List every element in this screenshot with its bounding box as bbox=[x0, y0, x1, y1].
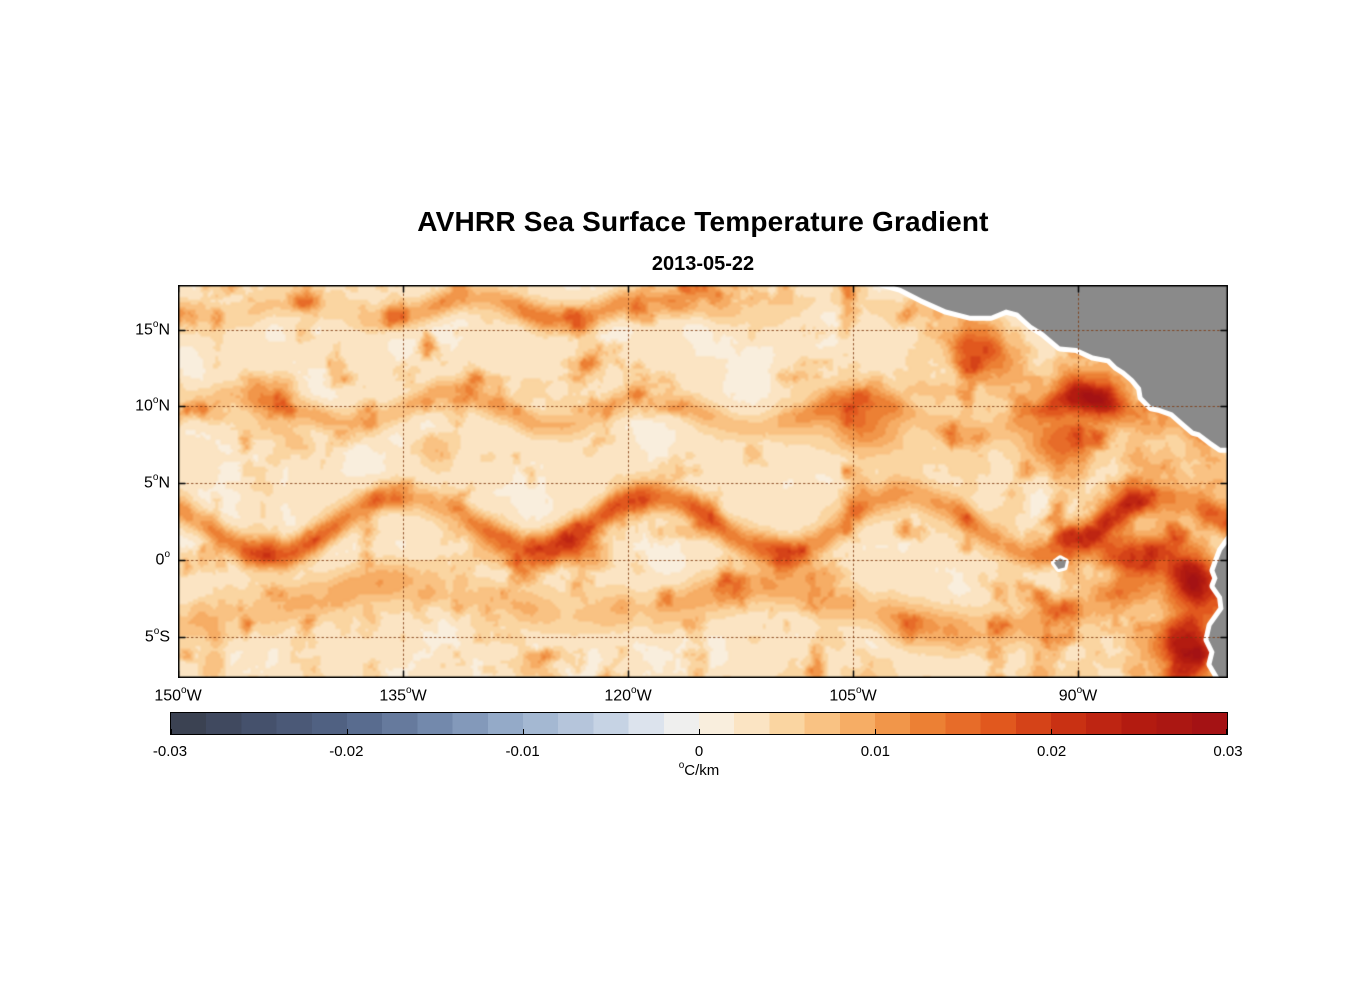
colorbar-tick-label: 0 bbox=[694, 743, 704, 760]
colorbar-tick bbox=[523, 729, 524, 734]
colorbar-tick-label: 0.03 bbox=[1213, 743, 1243, 760]
colorbar bbox=[170, 712, 1228, 735]
colorbar-tick bbox=[1226, 729, 1227, 734]
colorbar-tick bbox=[699, 729, 700, 734]
degree-symbol: o bbox=[678, 760, 685, 771]
x-tick-label: 105oW bbox=[829, 685, 877, 705]
colorbar-tick bbox=[171, 729, 172, 734]
colorbar-tick bbox=[347, 729, 348, 734]
chart-subtitle: 2013-05-22 bbox=[651, 253, 755, 275]
y-tick-label: 10oN bbox=[135, 395, 170, 415]
x-tick-label: 120oW bbox=[604, 685, 652, 705]
x-tick-label: 90oW bbox=[1058, 685, 1098, 705]
y-tick-label: 5oN bbox=[143, 472, 170, 492]
colorbar-tick-label: -0.03 bbox=[152, 743, 188, 760]
colorbar-unit-label: oC/km bbox=[170, 760, 1228, 779]
y-tick-label: 0o bbox=[155, 548, 170, 569]
colorbar-tick bbox=[1051, 729, 1052, 734]
colorbar-tick-label: 0.02 bbox=[1037, 743, 1067, 760]
x-tick-label: 150oW bbox=[154, 685, 202, 705]
colorbar-unit-text: C/km bbox=[684, 762, 720, 779]
chart-title: AVHRR Sea Surface Temperature Gradient bbox=[417, 206, 989, 237]
colorbar-tick bbox=[875, 729, 876, 734]
colorbar-tick-label: -0.01 bbox=[505, 743, 540, 760]
y-tick-label: 5oS bbox=[144, 625, 170, 645]
colorbar-tick-label: -0.02 bbox=[329, 743, 364, 760]
x-tick-label: 135oW bbox=[379, 685, 427, 705]
y-tick-label: 15oN bbox=[135, 318, 170, 338]
sst-gradient-heatmap bbox=[178, 285, 1228, 678]
colorbar-tick-label: 0.01 bbox=[860, 743, 890, 760]
colorbar-gradient bbox=[171, 713, 1227, 734]
